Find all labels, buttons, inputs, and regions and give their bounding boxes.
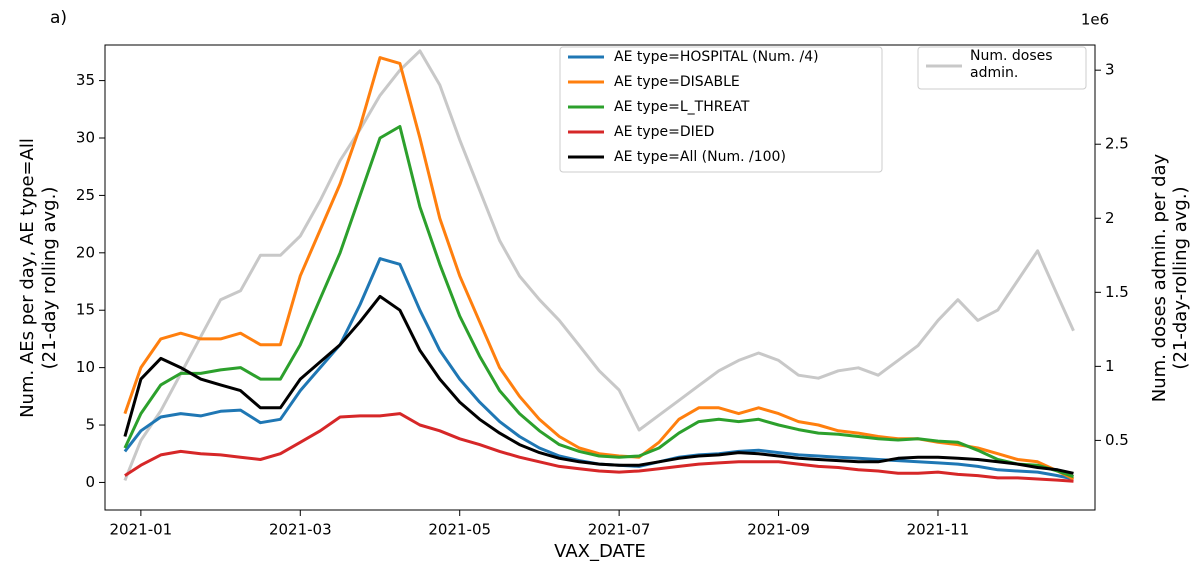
y-axis-label: Num. AEs per day, AE type=All: [17, 138, 38, 418]
y-tick-label: 25: [76, 186, 95, 204]
y2-tick-label: 0.5: [1105, 431, 1129, 449]
legend-label: AE type=HOSPITAL (Num. /4): [614, 49, 819, 65]
x-axis-label: VAX_DATE: [554, 541, 646, 562]
legend-label: Num. doses admin.: [970, 48, 1053, 81]
y-tick-label: 35: [76, 71, 95, 89]
y2-axis-label: (21-day-rolling avg.): [1170, 186, 1191, 369]
x-tick-label: 2021-11: [907, 521, 970, 539]
y2-offset-label: 1e6: [1081, 11, 1109, 29]
series-line: [123, 49, 1075, 481]
y-tick-label: 5: [85, 416, 95, 434]
legend-label: AE type=DISABLE: [614, 74, 740, 90]
y2-tick-label: 1: [1105, 357, 1115, 375]
y-tick-label: 0: [85, 473, 95, 491]
series-line: [123, 294, 1074, 475]
panel-label: a): [50, 8, 67, 28]
x-tick-label: 2021-05: [428, 521, 491, 539]
plot-frame: [104, 44, 1096, 511]
y-tick-label: 10: [76, 358, 95, 376]
y-tick-label: 30: [76, 129, 95, 147]
legend-label: AE type=DIED: [614, 124, 714, 140]
legend-label-box: Num. doses admin.: [970, 48, 1053, 81]
legend-label: AE type=L_THREAT: [614, 99, 750, 115]
legend-box: [917, 46, 1087, 90]
x-tick-label: 2021-01: [110, 521, 173, 539]
y2-tick-label: 2: [1105, 209, 1115, 227]
series-line: [124, 412, 1074, 483]
x-tick-label: 2021-07: [588, 521, 651, 539]
series-line: [123, 125, 1075, 479]
legend-box: [559, 46, 883, 173]
y-tick-label: 20: [76, 243, 95, 261]
x-tick-label: 2021-03: [269, 521, 332, 539]
y-tick-label: 15: [76, 301, 95, 319]
y2-tick-label: 3: [1105, 61, 1115, 79]
y2-tick-label: 1.5: [1105, 283, 1129, 301]
x-tick-label: 2021-09: [747, 521, 810, 539]
legend-label: AE type=All (Num. /100): [614, 149, 786, 165]
y-axis-label: (21-day rolling avg.): [39, 187, 60, 370]
y2-tick-label: 2.5: [1105, 135, 1129, 153]
y2-axis-label: Num. doses admin. per day: [1149, 153, 1170, 402]
